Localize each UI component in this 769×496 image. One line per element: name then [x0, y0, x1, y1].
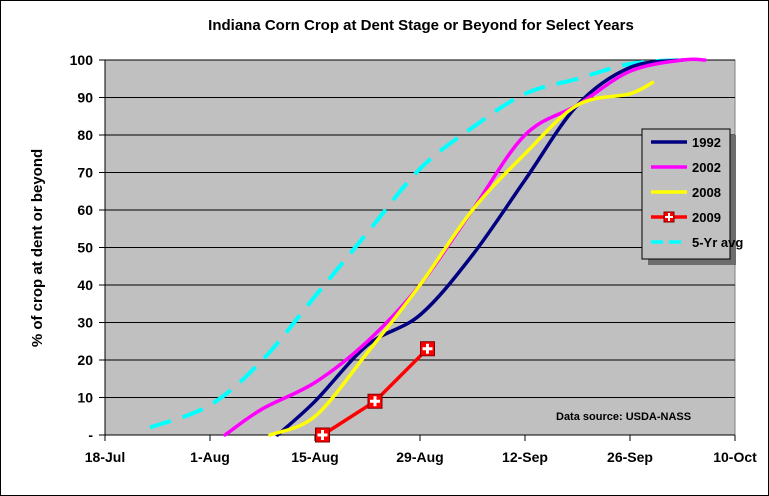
data-point-marker: [367, 393, 383, 409]
y-tick-label: 10: [77, 390, 93, 406]
legend: 1992 2002 2008 2009 5-Yr avg: [641, 128, 743, 265]
x-tick-label: 26-Sep: [607, 449, 653, 465]
x-tick-label: 1-Aug: [190, 449, 230, 465]
y-tick-label: 90: [77, 90, 93, 106]
legend-item-1992: 1992: [651, 135, 721, 150]
legend-item-5-yr-avg: 5-Yr avg: [651, 235, 743, 250]
y-tick-label: 20: [77, 352, 93, 368]
y-tick-label: -: [88, 427, 93, 443]
gridlines: [105, 59, 735, 398]
x-tick-label: 10-Oct: [713, 449, 757, 465]
y-tick-label: 40: [77, 277, 93, 293]
legend-label: 2009: [692, 210, 721, 225]
y-axis-label: % of crop at dent or beyond: [29, 149, 46, 347]
data-point-marker: [315, 427, 330, 443]
x-tick-label: 12-Sep: [502, 449, 548, 465]
source-note: Data source: USDA-NASS: [556, 411, 691, 423]
y-tick-label: 70: [77, 165, 93, 181]
x-axis: 18-Jul 1-Aug 15-Aug 29-Aug 12-Sep 26-Sep 10-Oc…: [85, 434, 757, 465]
y-tick-label: 60: [77, 202, 93, 218]
series-line-2008: [268, 80, 655, 437]
series-5-yr-avg: [149, 58, 683, 430]
legend-label: 2008: [692, 185, 721, 200]
chart-title: Indiana Corn Crop at Dent Stage or Beyon…: [208, 17, 634, 34]
legend-item-2008: 2008: [651, 185, 721, 200]
legend-marker: [663, 211, 675, 223]
series-line-5-yr-avg: [149, 58, 683, 430]
series-1992: [275, 58, 685, 437]
legend-label: 2002: [692, 160, 721, 175]
x-tick-label: 15-Aug: [291, 449, 338, 465]
legend-label: 5-Yr avg: [692, 235, 743, 250]
legend-item-2002: 2002: [651, 160, 721, 175]
y-tick-label: 80: [77, 127, 93, 143]
x-tick-label: 29-Aug: [396, 449, 443, 465]
series-2009: [315, 341, 435, 443]
legend-box: [641, 128, 731, 260]
x-tick-label: 18-Jul: [85, 449, 125, 465]
series-line-1992: [275, 58, 685, 437]
series-layer: [149, 57, 707, 443]
y-axis: - 10 20 30 40 50 60 70 80 90 100: [70, 52, 106, 443]
legend-label: 1992: [692, 135, 721, 150]
data-point-marker: [420, 341, 435, 357]
y-tick-label: 30: [77, 315, 93, 331]
series-2008: [268, 80, 655, 437]
y-tick-label: 100: [70, 52, 94, 68]
legend-item-2009: 2009: [651, 210, 721, 225]
y-tick-label: 50: [77, 240, 93, 256]
